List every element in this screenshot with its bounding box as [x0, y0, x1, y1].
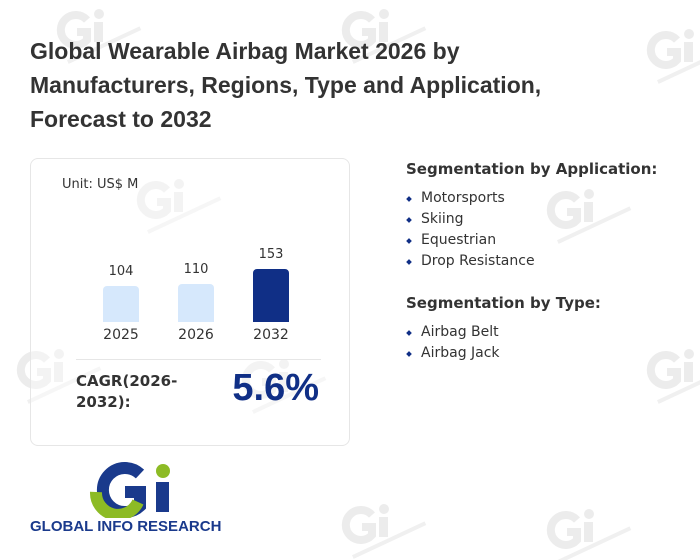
- cagr-value: 5.6%: [232, 367, 319, 409]
- value-label: 153: [258, 247, 284, 262]
- list-item: Airbag Belt: [406, 322, 601, 343]
- watermark-logo-icon: [646, 349, 700, 404]
- value-label: 110: [183, 261, 209, 277]
- page-title: Global Wearable Airbag Market 2026 by Ma…: [30, 38, 542, 132]
- application-heading: Segmentation by Application:: [406, 160, 658, 178]
- watermark-logo-icon: [341, 504, 427, 559]
- list-item: Equestrian: [406, 230, 657, 251]
- divider: [76, 359, 321, 360]
- unit-label: Unit: US$ M: [62, 177, 139, 192]
- company-logo: GLOBAL INFO RESEARCH: [30, 462, 240, 537]
- list-item: Drop Resistance: [406, 251, 657, 272]
- type-segmentation: Segmentation by Type: Airbag Belt Airbag…: [406, 294, 601, 364]
- type-heading: Segmentation by Type:: [406, 294, 601, 312]
- list-item: Skiing: [406, 209, 657, 230]
- watermark-logo-icon: [546, 509, 632, 560]
- bar-2032: [253, 269, 289, 322]
- bar-2026: [178, 283, 214, 322]
- year-label: 2026: [178, 327, 214, 343]
- application-segmentation: Segmentation by Application: Motorsports…: [406, 160, 657, 272]
- year-label: 2025: [103, 327, 139, 343]
- value-label: 104: [108, 263, 134, 279]
- market-size-card: Unit: US$ M 104 2025 110 2026 153 2032 CAGR(2…: [30, 158, 350, 446]
- year-label: 2032: [253, 327, 289, 343]
- logo-text: GLOBAL INFO RESEARCH: [30, 518, 222, 535]
- list-item: Motorsports: [406, 188, 657, 209]
- cagr-label: CAGR(2026-2032):: [76, 372, 178, 411]
- list-item: Airbag Jack: [406, 343, 601, 364]
- gi-logo-icon: [90, 462, 170, 521]
- bar-2025: [103, 285, 139, 322]
- watermark-logo-icon: [646, 29, 700, 84]
